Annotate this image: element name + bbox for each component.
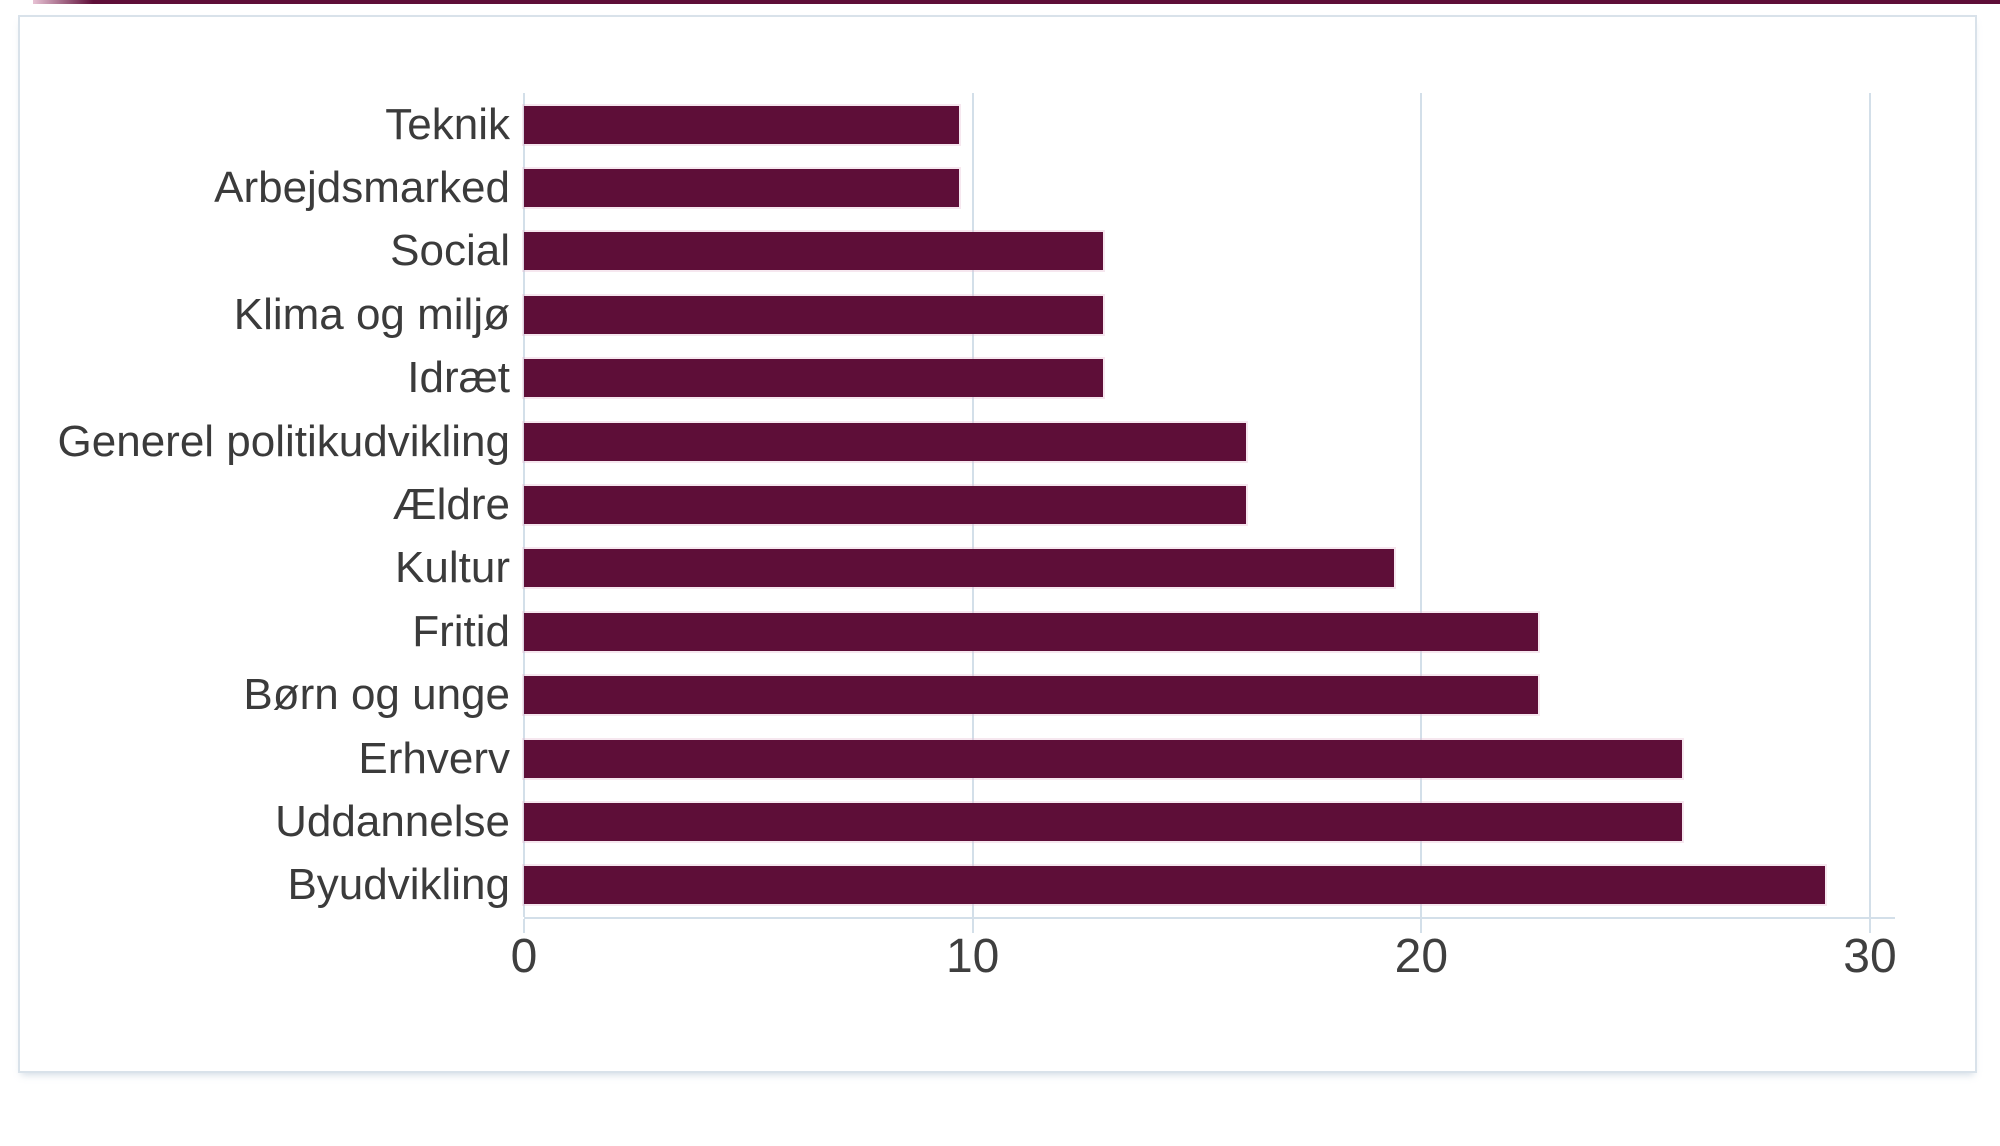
chart-frame: Teknik Arbejdsmarked Social Klima og miljø I… xyxy=(18,15,1977,1073)
bar xyxy=(524,802,1682,841)
gridline-20 xyxy=(1420,93,1423,917)
category-label: Uddannelse xyxy=(275,796,510,846)
category-label: Teknik xyxy=(385,99,510,149)
bar xyxy=(524,169,960,208)
tick-mark-20 xyxy=(1420,919,1423,933)
top-accent-strip xyxy=(33,0,2000,4)
category-labels: Teknik Arbejdsmarked Social Klima og miljø I… xyxy=(20,93,510,917)
plot-area xyxy=(523,93,1895,933)
bar xyxy=(524,295,1103,334)
bar xyxy=(524,232,1103,271)
category-label: Fritid xyxy=(412,606,510,656)
x-tick-label-20: 20 xyxy=(1394,930,1449,983)
bar xyxy=(524,612,1538,651)
x-tick-label-30: 30 xyxy=(1843,930,1897,983)
category-label: Generel politikudvikling xyxy=(57,416,510,466)
category-label: Erhverv xyxy=(358,733,510,783)
category-label: Arbejdsmarked xyxy=(214,163,510,213)
category-label: Social xyxy=(390,226,510,276)
bar xyxy=(524,549,1395,588)
category-label: Byudvikling xyxy=(287,860,510,910)
category-label: Ældre xyxy=(392,480,510,529)
category-label: Kultur xyxy=(395,543,510,593)
tick-mark-30 xyxy=(1869,919,1871,933)
category-label: Klima og miljø xyxy=(233,289,510,339)
x-tick-labels: 0 10 20 30 xyxy=(511,930,1897,1003)
bar xyxy=(524,866,1826,905)
bar xyxy=(524,422,1247,461)
bar xyxy=(524,676,1538,715)
x-tick-label-0: 0 xyxy=(510,930,538,983)
bar xyxy=(524,739,1682,778)
bar xyxy=(524,105,960,144)
tick-mark-0 xyxy=(523,919,525,933)
category-label: Børn og unge xyxy=(243,670,510,720)
category-label: Idræt xyxy=(407,353,510,403)
tick-mark-10 xyxy=(971,919,974,933)
gridline-30 xyxy=(1869,93,1871,917)
x-axis-line xyxy=(524,917,1895,919)
x-tick-label-10: 10 xyxy=(945,930,1000,983)
bar xyxy=(524,359,1103,398)
bar xyxy=(524,486,1247,524)
